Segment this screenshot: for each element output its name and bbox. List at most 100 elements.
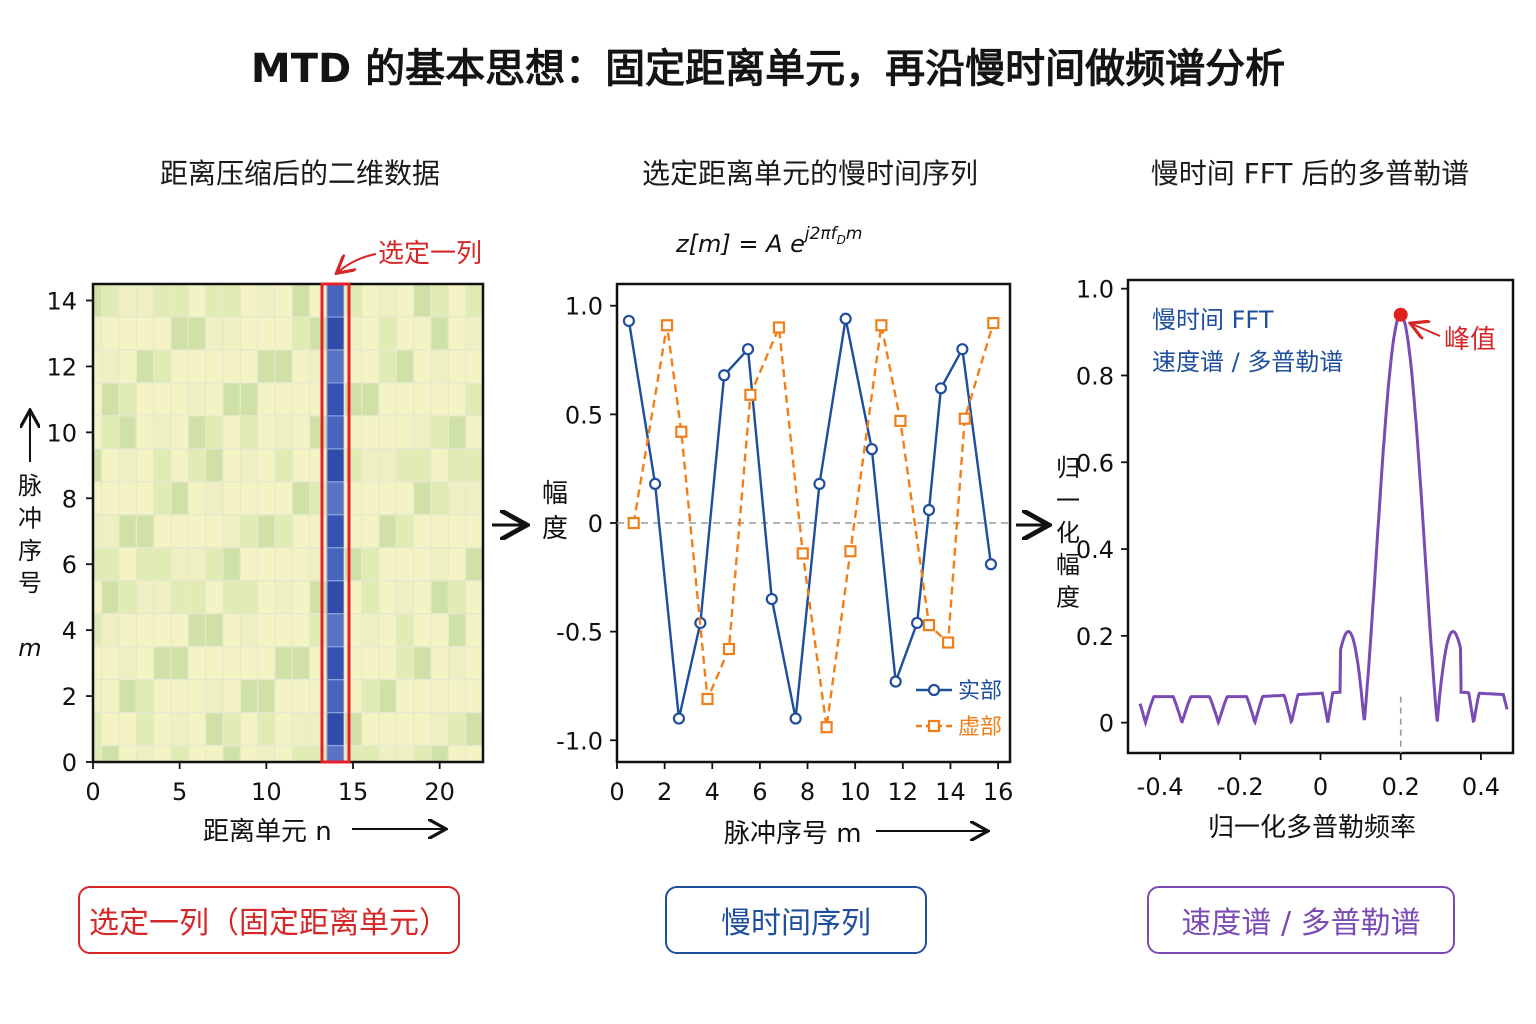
heatmap-cell (447, 547, 467, 582)
heatmap-cell (378, 514, 397, 549)
heatmap-cell (361, 711, 380, 747)
heatmap-cell (274, 514, 293, 549)
heatmap-cell (274, 349, 293, 384)
heatmap-cell (257, 481, 276, 516)
spectrum-text-2: 速度谱 / 多普勒谱 (1152, 348, 1343, 376)
heatmap-cell (205, 481, 224, 516)
heatmap-cell (430, 744, 449, 763)
heatmap-cell (395, 580, 415, 615)
heatmap-cell (361, 448, 380, 483)
series-line-2 (632, 322, 995, 728)
heatmap-cell (309, 646, 328, 681)
y-tick-label: 2 (62, 683, 77, 711)
heatmap-cell (222, 547, 241, 582)
heatmap-cell (378, 711, 397, 747)
heatmap-cell (118, 349, 137, 384)
heatmap-cell (92, 316, 103, 351)
heatmap-cell (257, 580, 276, 615)
heatmap-cell (343, 481, 363, 516)
heatmap-cell (135, 678, 155, 714)
heatmap-cell (343, 349, 363, 384)
heatmap-cell (153, 415, 172, 450)
heatmap-cell (395, 316, 415, 351)
heatmap-cell (101, 547, 120, 582)
heatmap-cell (239, 316, 259, 351)
heatmap-cell (257, 613, 276, 648)
y-tick-label: 0.4 (1076, 536, 1114, 564)
heatmap-cell (343, 547, 363, 582)
heatmap-frame (91, 282, 485, 764)
data-point (875, 319, 888, 332)
heatmap-cell (291, 711, 311, 747)
heatmap-cell (291, 678, 311, 714)
heatmap-cell (465, 744, 484, 763)
heatmap-cell (92, 349, 103, 384)
heatmap-cell (291, 514, 311, 549)
heatmap-cell (257, 316, 276, 351)
data-point (934, 382, 948, 395)
selected-column-highlight[interactable] (320, 282, 351, 764)
heatmap-cell (135, 547, 155, 582)
heatmap-cell (101, 514, 120, 549)
heatmap-cell (118, 481, 137, 516)
heatmap-cell (447, 316, 467, 351)
data-point (820, 721, 833, 734)
heatmap-cell (205, 580, 224, 615)
heatmap-cell (135, 382, 155, 417)
heatmap-cell (274, 448, 293, 483)
y-tick-label: 14 (46, 287, 77, 315)
data-point (813, 477, 826, 490)
heatmap-cell (465, 415, 484, 450)
selected-cell (326, 481, 345, 516)
heatmap-cell (239, 613, 259, 648)
heatmap-cell (413, 349, 432, 384)
heatmap-cell (274, 580, 293, 615)
heatmap-cell (309, 613, 328, 648)
heatmap-cell (430, 448, 449, 483)
heatmap-cell (92, 481, 103, 516)
heatmap-cell (205, 448, 224, 483)
heatmap-cell (101, 349, 120, 384)
heatmap-cell (187, 580, 207, 615)
heatmap-cell (413, 547, 432, 582)
heatmap-cell (222, 349, 241, 384)
panel3-title: 慢时间 FFT 后的多普勒谱 (1150, 157, 1470, 190)
main-title: MTD 的基本思想：固定距离单元，再沿慢时间做频谱分析 (250, 46, 1286, 92)
heatmap-cell (135, 514, 155, 549)
heatmap-cell (465, 316, 484, 351)
y-tick-label: 0 (62, 749, 77, 777)
heatmap-cell (378, 415, 397, 450)
heatmap-cell (187, 448, 207, 483)
heatmap-cell (153, 481, 172, 516)
selected-cell (326, 547, 345, 582)
heatmap-cell (205, 711, 224, 747)
data-point (744, 388, 757, 401)
heatmap-cell (205, 514, 224, 549)
heatmap-cell (205, 415, 224, 450)
heatmap-cell (343, 514, 363, 549)
heatmap-cell (118, 382, 137, 417)
heatmap-cell (378, 283, 397, 318)
heatmap-cell (465, 580, 484, 615)
x-tick-label: 0 (609, 778, 624, 806)
panel2-title: 选定距离单元的慢时间序列 (641, 157, 978, 190)
heatmap-cell (395, 646, 415, 681)
heatmap-cell (309, 711, 328, 747)
heatmap-cell (101, 613, 120, 648)
heatmap-cell (135, 481, 155, 516)
heatmap-cell (170, 283, 189, 318)
selected-cell (326, 678, 345, 714)
heatmap-cell (447, 283, 467, 318)
heatmap-cell (395, 481, 415, 516)
heatmap-cell (135, 744, 155, 763)
heatmap-cell (274, 415, 293, 450)
heatmap-cell (257, 711, 276, 747)
heatmap-cell (222, 283, 241, 318)
heatmap-cell (378, 448, 397, 483)
heatmap-cell (291, 646, 311, 681)
heatmap-cell (465, 646, 484, 681)
heatmap-cell (101, 481, 120, 516)
x-tick-label: 14 (935, 778, 966, 806)
heatmap-cell (361, 481, 380, 516)
heatmap-cell (239, 580, 259, 615)
